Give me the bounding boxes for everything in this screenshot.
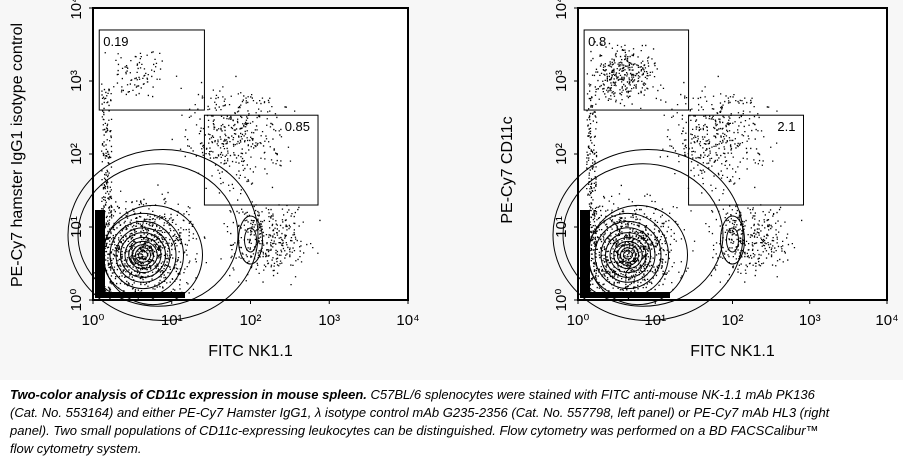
contour xyxy=(124,236,162,274)
contour xyxy=(600,227,656,283)
x-tick-label: 10³ xyxy=(799,312,821,329)
contour xyxy=(128,240,158,270)
gate-percent: 0.85 xyxy=(285,119,310,134)
contour xyxy=(120,232,166,278)
x-tick-label: 10¹ xyxy=(161,312,183,329)
contour xyxy=(617,244,639,266)
y-tick-label: 10² xyxy=(553,143,570,165)
contour xyxy=(613,240,643,270)
gate xyxy=(688,114,804,206)
y-tick-label: 10⁴ xyxy=(68,0,85,20)
contour xyxy=(115,227,171,283)
y-tick-label: 10³ xyxy=(68,70,85,92)
x-tick-label: 10⁴ xyxy=(396,312,419,329)
y-tick-label: 10² xyxy=(68,143,85,165)
contour xyxy=(562,163,724,307)
caption-text: C57BL/6 splenocytes were stained with FI… xyxy=(10,387,830,456)
figure: 10⁰ 10¹ 10² 10³ 10⁴ 10⁰ 10¹ 10² 10³ 10⁴ FITC NK1.1… xyxy=(9,0,899,360)
contour xyxy=(138,250,148,260)
contour xyxy=(605,232,651,278)
y-axis-label: PE-Cy7 hamster IgG1 isotype control xyxy=(9,23,26,287)
x-tick-label: 10² xyxy=(722,312,744,329)
y-tick-label: 10¹ xyxy=(553,216,570,238)
x-tick-label: 10¹ xyxy=(644,312,666,329)
x-axis-label: FITC NK1.1 xyxy=(690,343,775,360)
x-tick-label: 10⁰ xyxy=(567,312,590,329)
y-axis-label: PE-Cy7 CD11c xyxy=(499,116,516,223)
contour xyxy=(244,227,257,253)
y-tick-label: 10⁰ xyxy=(68,289,85,312)
caption: Two-color analysis of CD11c expression i… xyxy=(10,386,830,458)
x-tick-label: 10³ xyxy=(318,312,340,329)
contour xyxy=(552,149,744,321)
x-tick-label: 10⁰ xyxy=(82,312,105,329)
gate-percent: 2.1 xyxy=(777,119,795,134)
y-tick-label: 10⁰ xyxy=(553,289,570,312)
event-dots xyxy=(580,41,803,300)
contour xyxy=(135,247,151,263)
contour xyxy=(109,220,177,290)
contour xyxy=(726,227,739,253)
gate-percent: 0.8 xyxy=(588,34,606,49)
contour-dense xyxy=(580,292,670,298)
x-axis-label: FITC NK1.1 xyxy=(208,343,293,360)
contour xyxy=(67,149,259,321)
contour-dense xyxy=(95,292,185,298)
contour xyxy=(132,244,154,266)
contour xyxy=(609,236,647,274)
contour xyxy=(623,250,633,260)
contour xyxy=(77,163,239,307)
contour-dense xyxy=(95,210,105,298)
contour xyxy=(720,215,745,265)
contour-dense xyxy=(580,210,590,298)
contour xyxy=(594,220,662,290)
gate xyxy=(583,29,690,111)
x-tick-label: 10² xyxy=(240,312,262,329)
y-tick-label: 10⁴ xyxy=(553,0,570,20)
contour xyxy=(620,247,636,263)
contour xyxy=(238,215,263,265)
x-tick-label: 10⁴ xyxy=(875,312,898,329)
caption-title: Two-color analysis of CD11c expression i… xyxy=(10,387,367,402)
plot-area xyxy=(578,8,887,300)
gate xyxy=(98,29,205,111)
gate-percent: 0.19 xyxy=(103,34,128,49)
y-tick-label: 10¹ xyxy=(68,216,85,238)
y-tick-label: 10³ xyxy=(553,70,570,92)
gate xyxy=(203,114,319,206)
